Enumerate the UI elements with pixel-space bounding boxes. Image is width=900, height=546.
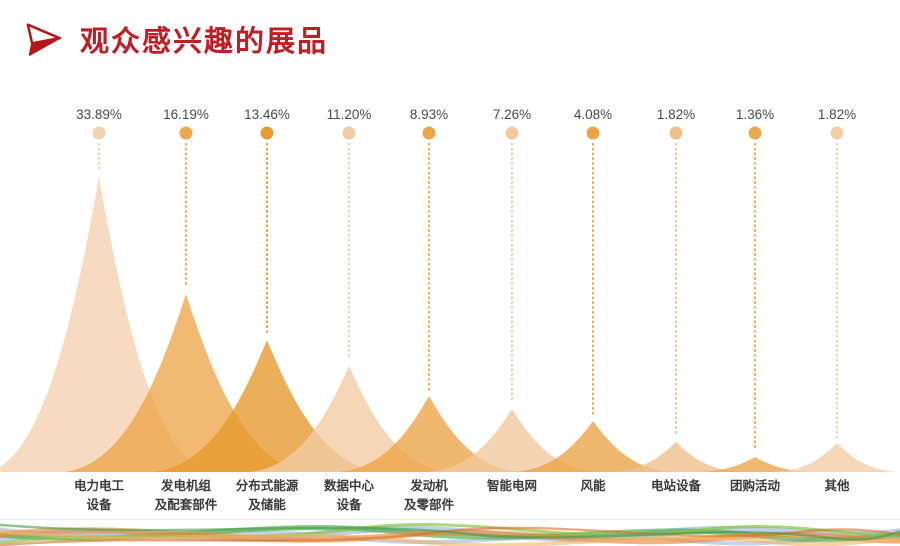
category-label: 数据中心 设备: [323, 479, 374, 513]
category-label: 团购活动: [729, 479, 780, 493]
value-label: 7.26%: [493, 107, 531, 122]
category-label: 电站设备: [650, 479, 701, 493]
marker-dot: [748, 126, 762, 140]
peak-shape: [513, 421, 673, 472]
peaks-group: [0, 177, 899, 472]
category-label: 风能: [580, 479, 606, 493]
peak-shape: [610, 442, 742, 472]
peak-shape: [249, 366, 449, 472]
value-label: 1.82%: [657, 107, 695, 122]
marker-dot: [586, 126, 600, 140]
value-label: 4.08%: [574, 107, 612, 122]
category-label: 电力电工 设备: [73, 479, 124, 513]
marker-dot: [669, 126, 683, 140]
category-label: 发动机 及零部件: [403, 479, 454, 513]
category-label: 其他: [824, 479, 850, 493]
value-label: 11.20%: [327, 107, 372, 122]
peak-shape: [0, 177, 211, 472]
category-label: 发电机组 及配套部件: [154, 479, 218, 513]
peak-shape: [64, 294, 308, 472]
peak-shape: [775, 443, 899, 472]
arrow-right-icon: [22, 18, 64, 60]
value-label: 1.82%: [818, 107, 856, 122]
marker-dot: [92, 126, 106, 140]
decorative-ribbon: [0, 519, 900, 546]
value-label: 13.46%: [244, 107, 290, 122]
peak-shape: [697, 457, 813, 472]
marker-dot: [830, 126, 844, 140]
marker-dot: [342, 126, 356, 140]
markers-group: 33.89% 16.19% 13.46% 11.20% 8.93% 7.26% 4.08% 1…: [76, 107, 856, 453]
marker-dot: [505, 126, 519, 140]
category-label: 分布式能源 及储能: [235, 479, 299, 513]
value-label: 1.36%: [736, 107, 774, 122]
marker-dot: [179, 126, 193, 140]
page-title: 观众感兴趣的展品: [80, 26, 329, 58]
value-label: 8.93%: [410, 107, 448, 122]
value-label: 16.19%: [163, 107, 209, 122]
peak-shape: [152, 340, 382, 472]
value-label: 33.89%: [76, 107, 122, 122]
category-labels-row: 电力电工 设备 发电机组 及配套部件 分布式能源 及储能 数据中心 设备 发动机 及零部件 智能电网…: [0, 477, 900, 517]
peaks-chart: 33.89% 16.19% 13.46% 11.20% 8.93% 7.26% 4.08% 1…: [0, 107, 899, 472]
peak-shape: [427, 409, 597, 472]
peak-shape: [337, 396, 521, 472]
marker-dot: [260, 126, 274, 140]
header: 观众感兴趣的展品: [22, 18, 328, 60]
marker-dot: [422, 126, 436, 140]
category-label: 智能电网: [486, 479, 537, 493]
